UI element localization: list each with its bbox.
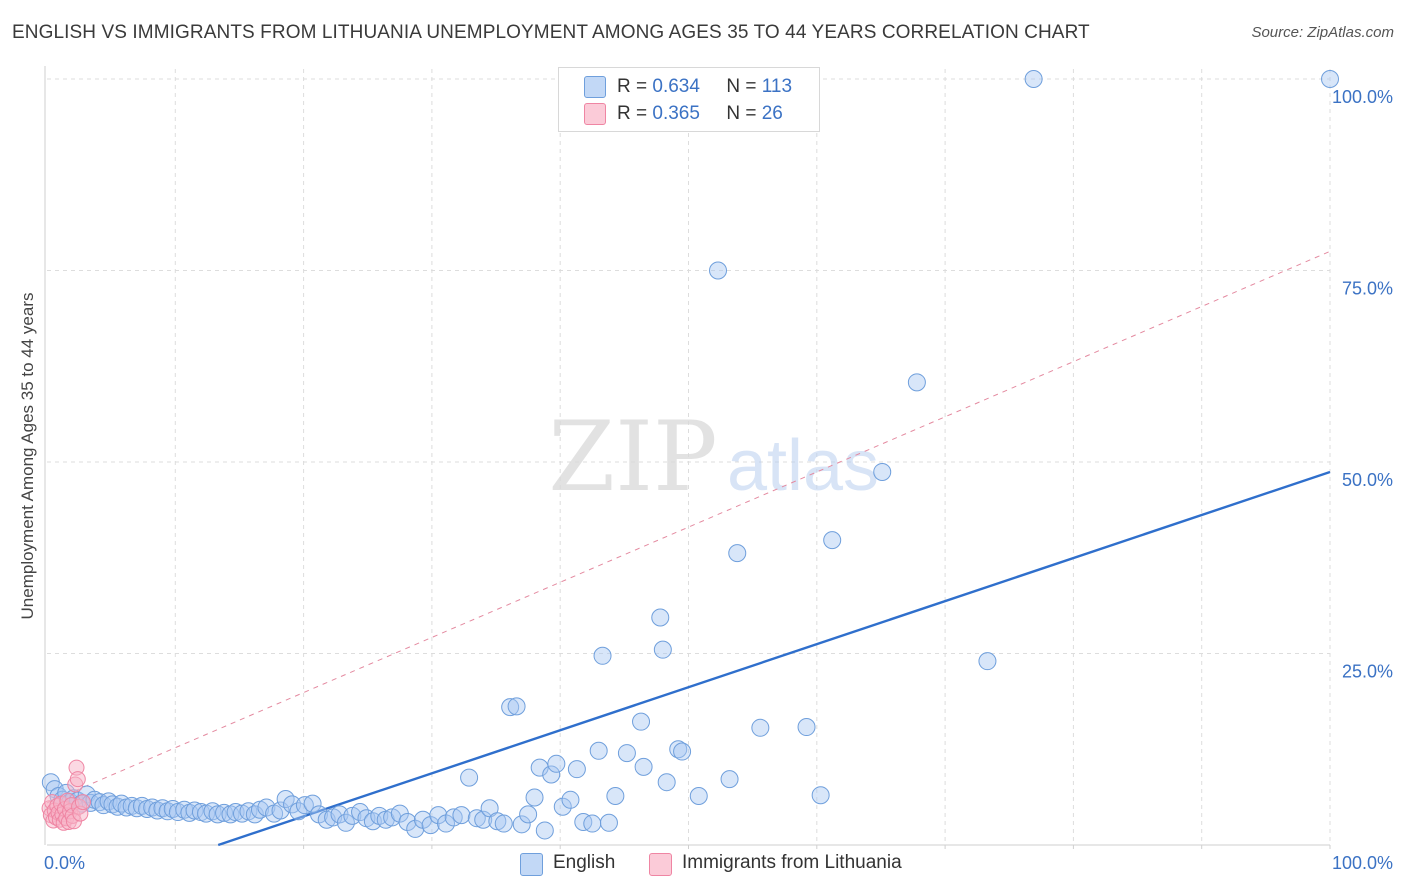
point-english: [907, 373, 926, 392]
point-english: [751, 718, 770, 737]
point-english: [651, 608, 670, 627]
point-english: [542, 765, 561, 784]
point-english: [398, 813, 417, 832]
point-english: [1321, 70, 1339, 88]
point-english: [593, 646, 612, 665]
point-english: [653, 640, 672, 659]
point-english: [452, 806, 471, 825]
data-points: [41, 70, 1339, 840]
point-english: [474, 810, 493, 829]
point-english: [295, 796, 314, 815]
correlation-legend: R = 0.634 N = 113 R = 0.365 N = 26: [558, 67, 820, 132]
legend-label-english: English: [553, 852, 616, 873]
chart-title: ENGLISH VS IMMIGRANTS FROM LITHUANIA UNE…: [12, 22, 1090, 43]
point-english: [185, 801, 204, 820]
point-english: [547, 754, 566, 773]
point-english: [553, 797, 572, 816]
point-english: [567, 760, 586, 779]
point-english: [303, 794, 322, 813]
point-english: [530, 758, 549, 777]
point-english: [501, 698, 520, 717]
legend-r-label: R =: [617, 76, 648, 97]
point-english: [634, 757, 653, 776]
point-lithuania: [74, 794, 91, 811]
legend-label-lithuania: Immigrants from Lithuania: [682, 852, 902, 873]
point-english: [599, 813, 618, 832]
source-credit: Source: ZipAtlas.com: [1251, 24, 1394, 41]
legend-swatch-lithuania: [584, 103, 606, 125]
point-english: [494, 814, 513, 833]
point-english: [507, 697, 526, 716]
trend-line-lithuania: [46, 250, 1331, 804]
y-tick-label: 25.0%: [1342, 662, 1393, 682]
point-english: [406, 819, 425, 838]
point-english: [583, 814, 602, 833]
legend-n-label: N =: [726, 76, 757, 97]
legend-r-label: R =: [617, 103, 648, 124]
point-english: [421, 816, 440, 835]
point-english: [873, 462, 892, 481]
watermark-atlas: atlas: [727, 426, 879, 506]
legend-swatch-english: [584, 76, 606, 98]
point-english: [512, 815, 531, 834]
point-english: [143, 798, 162, 817]
y-tick-label: 75.0%: [1342, 279, 1393, 299]
point-english: [606, 786, 625, 805]
point-english: [226, 803, 245, 822]
point-lithuania: [69, 771, 86, 788]
legend-swatch-lithuania: [649, 853, 672, 876]
point-english: [460, 768, 479, 787]
point-english: [728, 544, 747, 563]
trend-line-english: [217, 470, 1331, 847]
point-english: [720, 770, 739, 789]
point-english: [797, 718, 816, 737]
point-english: [689, 786, 708, 805]
point-english: [208, 805, 227, 824]
point-english: [467, 809, 486, 828]
point-english: [203, 802, 222, 821]
point-english: [519, 805, 538, 824]
point-english: [673, 742, 692, 761]
point-english: [617, 744, 636, 763]
x-tick-label: 100.0%: [1332, 853, 1393, 873]
point-english: [657, 773, 676, 792]
legend-r-value-lithuania: 0.365: [652, 103, 700, 124]
point-english: [283, 795, 302, 814]
y-tick-label: 100.0%: [1332, 87, 1393, 107]
tick-labels: 25.0% 50.0% 75.0% 100.0% 0.0% 100.0%: [44, 87, 1393, 873]
point-english: [589, 741, 608, 760]
y-tick-label: 50.0%: [1342, 470, 1393, 490]
point-english: [709, 261, 728, 280]
legend-n-label: N =: [726, 103, 757, 124]
point-english: [823, 531, 842, 550]
point-english: [525, 788, 544, 807]
legend-swatch-english: [520, 853, 543, 876]
point-english: [811, 786, 830, 805]
legend-n-value-lithuania: 26: [761, 103, 783, 124]
x-tick-label: 0.0%: [44, 853, 85, 873]
point-english: [574, 813, 593, 832]
point-english: [1024, 70, 1043, 88]
point-english: [535, 821, 554, 840]
legend-r-value-english: 0.634: [652, 76, 700, 97]
series-legend: English Immigrants from Lithuania: [0, 852, 1406, 878]
trend-lines: [46, 250, 1331, 847]
watermark-zip: ZIP: [548, 401, 717, 513]
point-english: [271, 801, 290, 820]
legend-n-value-english: 113: [761, 76, 793, 97]
point-english: [561, 790, 580, 809]
watermark: ZIP atlas: [548, 401, 879, 513]
point-english: [978, 652, 997, 671]
point-english: [632, 712, 651, 731]
point-english: [336, 813, 355, 832]
point-english: [153, 799, 172, 818]
